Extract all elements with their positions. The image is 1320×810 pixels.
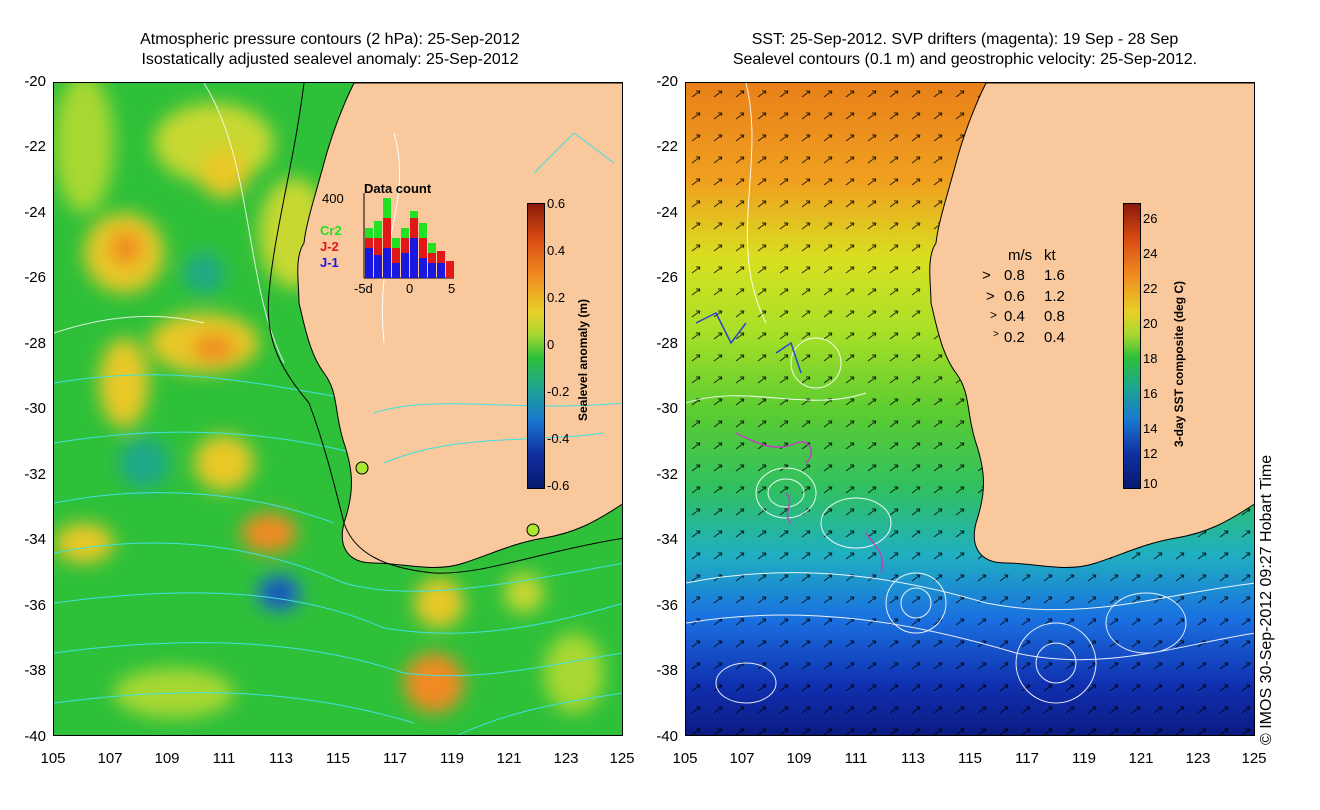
right-ylabel-40: -40 [656,728,678,745]
left-ylabel-26: -26 [24,269,46,286]
right-xlabel-119: 119 [1072,750,1096,767]
legend-ms-0.2: 0.2 [1004,329,1025,346]
series-label-j2: J-2 [320,239,339,254]
left-map-title: Atmospheric pressure contours (2 hPa): 2… [40,30,620,70]
sst-colorbar-title: 3-day SST composite (deg C) [1172,280,1186,447]
legend-ms-0.4: 0.4 [1004,308,1025,325]
colorbar-tick-0: 0 [547,337,555,352]
left-xlabel-109: 109 [154,750,180,767]
right-title-line2: Sealevel contours (0.1 m) and geostrophi… [732,51,1198,68]
copyright-notice: © IMOS 30-Sep-2012 09:27 Hobart Time [1258,454,1275,745]
colorbar-tick-0.6: 0.6 [547,196,566,211]
left-ylabel-32: -32 [24,466,46,483]
legend-arrow-0.6-icon: > [986,288,995,305]
sst-tick-22: 22 [1143,281,1158,296]
histogram-tick-minus5: -5d [354,281,373,296]
left-ylabel-30: -30 [24,400,46,417]
left-xlabel-121: 121 [496,750,522,767]
right-ylabel-22: -22 [656,138,678,155]
sealevel-colorbar-title: Sealevel anomaly (m) [576,298,590,421]
right-ylabel-20: -20 [656,73,678,90]
right-xlabel-125: 125 [1241,750,1267,767]
legend-kt-1.6: 1.6 [1044,267,1065,284]
sst-tick-20: 20 [1143,316,1158,331]
left-ylabel-34: -34 [24,531,46,548]
sst-map[interactable]: m/s kt > 0.8 1.6 > 0.6 1.2 > 0.4 0.8 > 0… [685,82,1255,736]
left-xlabel-105: 105 [40,750,66,767]
left-xlabel-107: 107 [97,750,123,767]
left-xlabel-123: 123 [553,750,579,767]
left-xlabel-111: 111 [212,750,236,767]
right-ylabel-34: -34 [656,531,678,548]
sealevel-colorbar [527,203,545,489]
sst-tick-12: 12 [1143,446,1158,461]
legend-arrow-0.8-icon: > [982,267,991,284]
series-label-cr2: Cr2 [320,223,342,238]
right-xlabel-117: 117 [1015,750,1039,767]
legend-ms-0.8: 0.8 [1004,267,1025,284]
sst-tick-16: 16 [1143,386,1158,401]
right-xlabel-115: 115 [958,750,982,767]
left-xlabel-119: 119 [440,750,464,767]
australia-landmass-sst [929,83,1254,568]
right-ylabel-30: -30 [656,400,678,417]
left-ylabel-28: -28 [24,335,46,352]
left-title-line2: Isostatically adjusted sealevel anomaly:… [141,51,519,68]
colorbar-tick-0.2: 0.2 [547,290,566,305]
legend-ms-0.6: 0.6 [1004,288,1025,305]
data-count-max: 400 [322,191,344,206]
legend-header-kt: kt [1044,247,1056,264]
left-title-line1: Atmospheric pressure contours (2 hPa): 2… [140,31,520,48]
right-ylabel-28: -28 [656,335,678,352]
legend-arrow-0.4-icon: > [990,308,998,322]
legend-kt-1.2: 1.2 [1044,288,1065,305]
data-count-title: Data count [364,181,432,196]
legend-kt-0.8: 0.8 [1044,308,1065,325]
left-xlabel-117: 117 [383,750,407,767]
right-ylabel-26: -26 [656,269,678,286]
right-xlabel-109: 109 [786,750,812,767]
right-xlabel-121: 121 [1128,750,1154,767]
colorbar-tick-minus0.6: -0.6 [547,478,570,493]
colorbar-tick-minus0.2: -0.2 [547,384,570,399]
histogram-tick-0: 0 [406,281,414,296]
right-xlabel-113: 113 [901,750,925,767]
right-xlabel-111: 111 [844,750,868,767]
legend-arrow-0.2-icon: > [993,329,999,340]
sst-tick-14: 14 [1143,421,1158,436]
histogram-tick-5: 5 [448,281,456,296]
left-ylabel-40: -40 [24,728,46,745]
left-xlabel-115: 115 [326,750,350,767]
right-ylabel-24: -24 [656,204,678,221]
sst-colorbar [1123,203,1141,489]
colorbar-tick-0.4: 0.4 [547,243,566,258]
left-ylabel-20: -20 [24,73,46,90]
right-xlabel-107: 107 [729,750,755,767]
left-ylabel-22: -22 [24,138,46,155]
left-xlabel-125: 125 [609,750,635,767]
sst-map-graphic [686,83,1254,735]
colorbar-tick-minus0.4: -0.4 [547,431,570,446]
right-xlabel-105: 105 [672,750,698,767]
sst-tick-18: 18 [1143,351,1158,366]
left-ylabel-24: -24 [24,204,46,221]
legend-kt-0.4: 0.4 [1044,329,1065,346]
right-ylabel-32: -32 [656,466,678,483]
right-ylabel-36: -36 [656,597,678,614]
legend-header-ms: m/s [1008,247,1033,264]
right-ylabel-38: -38 [656,662,678,679]
right-map-title: SST: 25-Sep-2012. SVP drifters (magenta)… [670,30,1260,70]
sst-tick-24: 24 [1143,246,1158,261]
right-xlabel-123: 123 [1185,750,1211,767]
sst-tick-26: 26 [1143,211,1158,226]
left-xlabel-113: 113 [269,750,293,767]
series-label-j1: J-1 [320,255,339,270]
data-count-histogram [363,193,454,279]
right-title-line1: SST: 25-Sep-2012. SVP drifters (magenta)… [751,31,1179,48]
sst-tick-10: 10 [1143,476,1158,491]
left-ylabel-36: -36 [24,597,46,614]
sealevel-anomaly-map[interactable]: Data count 400 Cr2 J-2 J-1 -5d 0 5 0.6 0… [53,82,623,736]
left-ylabel-38: -38 [24,662,46,679]
